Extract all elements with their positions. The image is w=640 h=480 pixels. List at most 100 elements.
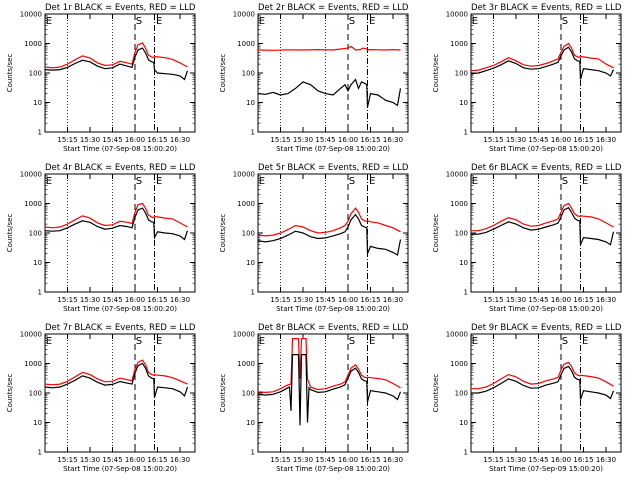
series-line-red xyxy=(470,42,614,72)
x-tick-label: 15:45 xyxy=(102,136,122,144)
marker-label-e: E xyxy=(259,176,265,187)
x-tick-label: 15:30 xyxy=(293,456,313,464)
marker-label-e: E xyxy=(369,336,375,347)
marker-label-s: S xyxy=(349,16,355,27)
x-tick-label: 16:30 xyxy=(383,456,403,464)
marker-label-s: S xyxy=(136,336,142,347)
marker-label-e: E xyxy=(472,176,478,187)
y-tick-label: 100 xyxy=(29,230,42,238)
plot-frame xyxy=(470,173,622,293)
plot-frame xyxy=(44,333,196,453)
marker-label-e: E xyxy=(369,16,375,27)
x-tick-label: 15:15 xyxy=(270,136,290,144)
x-axis-label: Start Time (07-Sep-08 15:00:20) xyxy=(489,305,603,313)
y-tick-label: 10000 xyxy=(20,171,42,179)
y-axis-label: Counts/sec xyxy=(432,374,440,413)
x-tick-label: 16:30 xyxy=(596,456,616,464)
series-line-red xyxy=(44,359,188,386)
x-tick-label: 15:30 xyxy=(80,456,100,464)
y-tick-label: 10 xyxy=(459,99,468,107)
panel-5: Det 5r BLACK = Events, RED = LLD 1 10 100 10… xyxy=(219,163,409,313)
y-tick-label: 100 xyxy=(455,390,468,398)
x-tick-label: 16:30 xyxy=(383,296,403,304)
marker-label-s: S xyxy=(562,176,568,187)
y-tick-label: 10000 xyxy=(446,331,468,339)
x-tick-label: 16:30 xyxy=(170,136,190,144)
y-axis-label: Counts/sec xyxy=(6,214,14,253)
series-line-red xyxy=(471,202,614,232)
y-tick-label: 1000 xyxy=(450,200,468,208)
x-tick-label: 15:45 xyxy=(528,456,548,464)
x-tick-label: 16:00 xyxy=(338,296,358,304)
y-tick-label: 10000 xyxy=(233,171,255,179)
x-axis-label: Start Time (07-Sep-08 15:00:20) xyxy=(276,305,390,313)
y-axis-label: Counts/sec xyxy=(219,214,227,253)
marker-label-e: E xyxy=(582,176,588,187)
series-line-red xyxy=(471,361,614,390)
x-tick-label: 16:15 xyxy=(360,456,380,464)
y-tick-label: 10 xyxy=(246,99,255,107)
x-tick-label: 16:00 xyxy=(125,136,145,144)
marker-label-e: E xyxy=(156,176,162,187)
x-axis-label: Start Time (07-Sep-08 15:00:20) xyxy=(276,145,390,153)
x-tick-label: 16:15 xyxy=(147,136,167,144)
y-tick-label: 100 xyxy=(242,70,255,78)
marker-label-e: E xyxy=(46,176,52,187)
marker-label-s: S xyxy=(349,176,355,187)
y-tick-label: 10 xyxy=(459,419,468,427)
x-tick-label: 16:00 xyxy=(125,456,145,464)
x-tick-label: 16:30 xyxy=(170,456,190,464)
x-axis-label: Start Time (07-Sep-08 15:00:20) xyxy=(63,305,177,313)
y-tick-label: 1000 xyxy=(450,360,468,368)
panel-1: Det 1r BLACK = Events, RED = LLD 1 10 100 10… xyxy=(6,3,196,153)
marker-label-e: E xyxy=(582,336,588,347)
y-tick-label: 1 xyxy=(251,129,255,137)
y-axis-label: Counts/sec xyxy=(219,54,227,93)
y-tick-label: 1000 xyxy=(24,40,42,48)
x-tick-label: 16:15 xyxy=(573,456,593,464)
y-tick-label: 10 xyxy=(459,259,468,267)
x-tick-label: 15:30 xyxy=(80,136,100,144)
y-tick-label: 1 xyxy=(464,289,468,297)
y-tick-label: 1 xyxy=(38,289,42,297)
marker-label-s: S xyxy=(136,16,142,27)
x-tick-label: 16:00 xyxy=(338,136,358,144)
x-tick-label: 16:00 xyxy=(551,456,571,464)
y-axis-label: Counts/sec xyxy=(6,374,14,413)
y-tick-label: 100 xyxy=(242,390,255,398)
y-tick-label: 10000 xyxy=(446,11,468,19)
y-tick-label: 1000 xyxy=(450,40,468,48)
panel-title: Det 3r BLACK = Events, RED = LLD xyxy=(471,3,622,13)
panel-title: Det 9r BLACK = Events, RED = LLD xyxy=(471,323,622,333)
y-tick-label: 100 xyxy=(29,70,42,78)
panel-title: Det 6r BLACK = Events, RED = LLD xyxy=(471,163,622,173)
y-tick-label: 100 xyxy=(29,390,42,398)
y-axis-label: Counts/sec xyxy=(6,54,14,93)
x-tick-label: 16:15 xyxy=(147,456,167,464)
y-tick-label: 1 xyxy=(38,449,42,457)
y-tick-label: 1000 xyxy=(237,360,255,368)
series-line-red xyxy=(44,42,188,69)
marker-label-e: E xyxy=(472,336,478,347)
marker-label-e: E xyxy=(259,16,265,27)
x-axis-label: Start Time (07-Sep-09 15:00:20) xyxy=(489,465,603,473)
x-tick-label: 16:15 xyxy=(573,296,593,304)
panel-title: Det 8r BLACK = Events, RED = LLD xyxy=(258,323,409,333)
x-tick-label: 15:45 xyxy=(528,296,548,304)
series-line-black xyxy=(44,362,189,398)
y-tick-label: 10 xyxy=(33,259,42,267)
x-tick-label: 16:00 xyxy=(551,296,571,304)
x-tick-label: 16:15 xyxy=(360,136,380,144)
y-tick-label: 10000 xyxy=(446,171,468,179)
y-tick-label: 1 xyxy=(464,449,468,457)
x-tick-label: 15:15 xyxy=(483,136,503,144)
x-tick-label: 15:30 xyxy=(293,296,313,304)
x-tick-label: 16:30 xyxy=(383,136,403,144)
x-tick-label: 15:45 xyxy=(315,456,335,464)
x-tick-label: 16:00 xyxy=(551,136,571,144)
marker-label-s: S xyxy=(136,176,142,187)
y-tick-label: 1 xyxy=(464,129,468,137)
x-tick-label: 16:00 xyxy=(125,296,145,304)
x-tick-label: 15:30 xyxy=(506,456,526,464)
